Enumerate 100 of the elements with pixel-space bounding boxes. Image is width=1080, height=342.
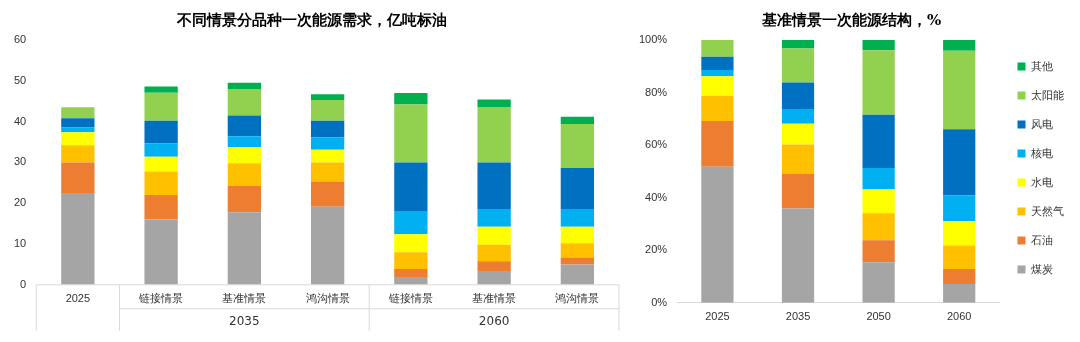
bar bbox=[310, 99, 345, 121]
y-tick-label: 0 bbox=[20, 277, 27, 290]
bar bbox=[862, 50, 895, 115]
bar bbox=[943, 268, 976, 284]
bar bbox=[61, 107, 95, 119]
bar bbox=[701, 76, 734, 96]
bar bbox=[701, 166, 734, 303]
bar bbox=[227, 146, 262, 164]
x-tick-label: 2035 bbox=[785, 310, 811, 323]
bar bbox=[862, 189, 895, 214]
legend-label: 煤炭 bbox=[1031, 262, 1053, 275]
bar bbox=[61, 118, 95, 128]
bar bbox=[943, 129, 976, 196]
bar bbox=[61, 145, 95, 163]
y-tick-label: 20 bbox=[13, 196, 27, 209]
legend-label: 太阳能 bbox=[1031, 88, 1064, 101]
bar bbox=[560, 257, 595, 265]
bar bbox=[310, 137, 345, 150]
x-tick-label: 鸿沟情景 bbox=[305, 292, 350, 305]
legend-label: 水电 bbox=[1031, 175, 1053, 188]
bar bbox=[701, 120, 734, 167]
y-tick-label: 30 bbox=[13, 155, 27, 168]
bar bbox=[862, 213, 895, 241]
bar bbox=[701, 56, 734, 70]
bar bbox=[701, 69, 734, 77]
x-tick-label: 链接情景 bbox=[138, 292, 184, 305]
bar bbox=[477, 162, 511, 209]
bar bbox=[781, 40, 815, 49]
y-tick-label: 100% bbox=[638, 33, 668, 46]
bar bbox=[144, 156, 178, 172]
y-tick-label: 50 bbox=[13, 73, 27, 86]
legend-label: 天然气 bbox=[1031, 204, 1064, 217]
bar bbox=[862, 114, 895, 168]
bar bbox=[310, 94, 345, 100]
bar bbox=[943, 245, 976, 269]
bar bbox=[61, 127, 95, 133]
bar bbox=[394, 93, 428, 105]
bar bbox=[560, 208, 595, 227]
bar bbox=[560, 243, 595, 258]
chart-title: 基准情景一次能源结构，% bbox=[760, 10, 942, 29]
y-tick-label: 60% bbox=[645, 138, 668, 151]
bar bbox=[477, 208, 511, 227]
bar bbox=[394, 234, 428, 253]
chart-title: 不同情景分品种一次能源需求，亿吨标油 bbox=[175, 10, 447, 29]
x-tick-label: 2060 bbox=[946, 310, 972, 323]
bar bbox=[227, 163, 262, 187]
bar bbox=[61, 193, 95, 285]
bar bbox=[144, 195, 178, 220]
bar bbox=[862, 167, 895, 190]
bar bbox=[394, 268, 428, 278]
bar bbox=[943, 40, 976, 51]
bar bbox=[781, 48, 815, 83]
bar bbox=[477, 244, 511, 262]
bar bbox=[701, 95, 734, 121]
bar bbox=[227, 186, 262, 213]
bar bbox=[144, 171, 178, 196]
bar bbox=[477, 99, 511, 107]
bar bbox=[310, 181, 345, 207]
bar bbox=[227, 82, 262, 89]
bar bbox=[477, 226, 511, 245]
x-tick-label: 2025 bbox=[65, 292, 91, 305]
bar bbox=[943, 283, 976, 303]
bar bbox=[781, 123, 815, 145]
bar bbox=[144, 86, 178, 93]
bar bbox=[701, 40, 734, 57]
bar bbox=[560, 168, 595, 209]
x-tick-label: 基准情景 bbox=[472, 292, 517, 305]
bar bbox=[394, 252, 428, 269]
bar bbox=[227, 136, 262, 147]
bar bbox=[560, 116, 595, 125]
x-tick-label: 基准情景 bbox=[222, 292, 267, 305]
x-tick-label: 链接情景 bbox=[387, 292, 433, 305]
bar bbox=[310, 149, 345, 163]
legend-label: 风电 bbox=[1031, 117, 1053, 130]
bar bbox=[781, 174, 815, 209]
legend-label: 其他 bbox=[1031, 59, 1053, 72]
y-tick-label: 40% bbox=[645, 190, 668, 203]
bar bbox=[560, 226, 595, 244]
bar bbox=[310, 162, 345, 182]
bar bbox=[394, 162, 428, 212]
bar bbox=[310, 206, 345, 285]
bar bbox=[781, 144, 815, 175]
bar bbox=[227, 88, 262, 116]
bar bbox=[144, 120, 178, 144]
x-tick-label: 2025 bbox=[705, 310, 730, 323]
x-tick-label: 2050 bbox=[866, 310, 891, 323]
bar bbox=[61, 132, 95, 146]
bar bbox=[862, 40, 895, 51]
bar bbox=[560, 124, 595, 169]
y-tick-label: 80% bbox=[645, 85, 668, 98]
bar bbox=[943, 221, 976, 246]
y-tick-label: 20% bbox=[645, 243, 668, 256]
bar bbox=[862, 262, 895, 303]
bar bbox=[227, 115, 262, 137]
y-tick-label: 60 bbox=[13, 33, 27, 46]
y-tick-label: 40 bbox=[13, 114, 27, 127]
bar bbox=[862, 240, 895, 263]
bar bbox=[144, 143, 178, 157]
y-tick-label: 10 bbox=[13, 237, 27, 250]
bar bbox=[394, 277, 428, 285]
